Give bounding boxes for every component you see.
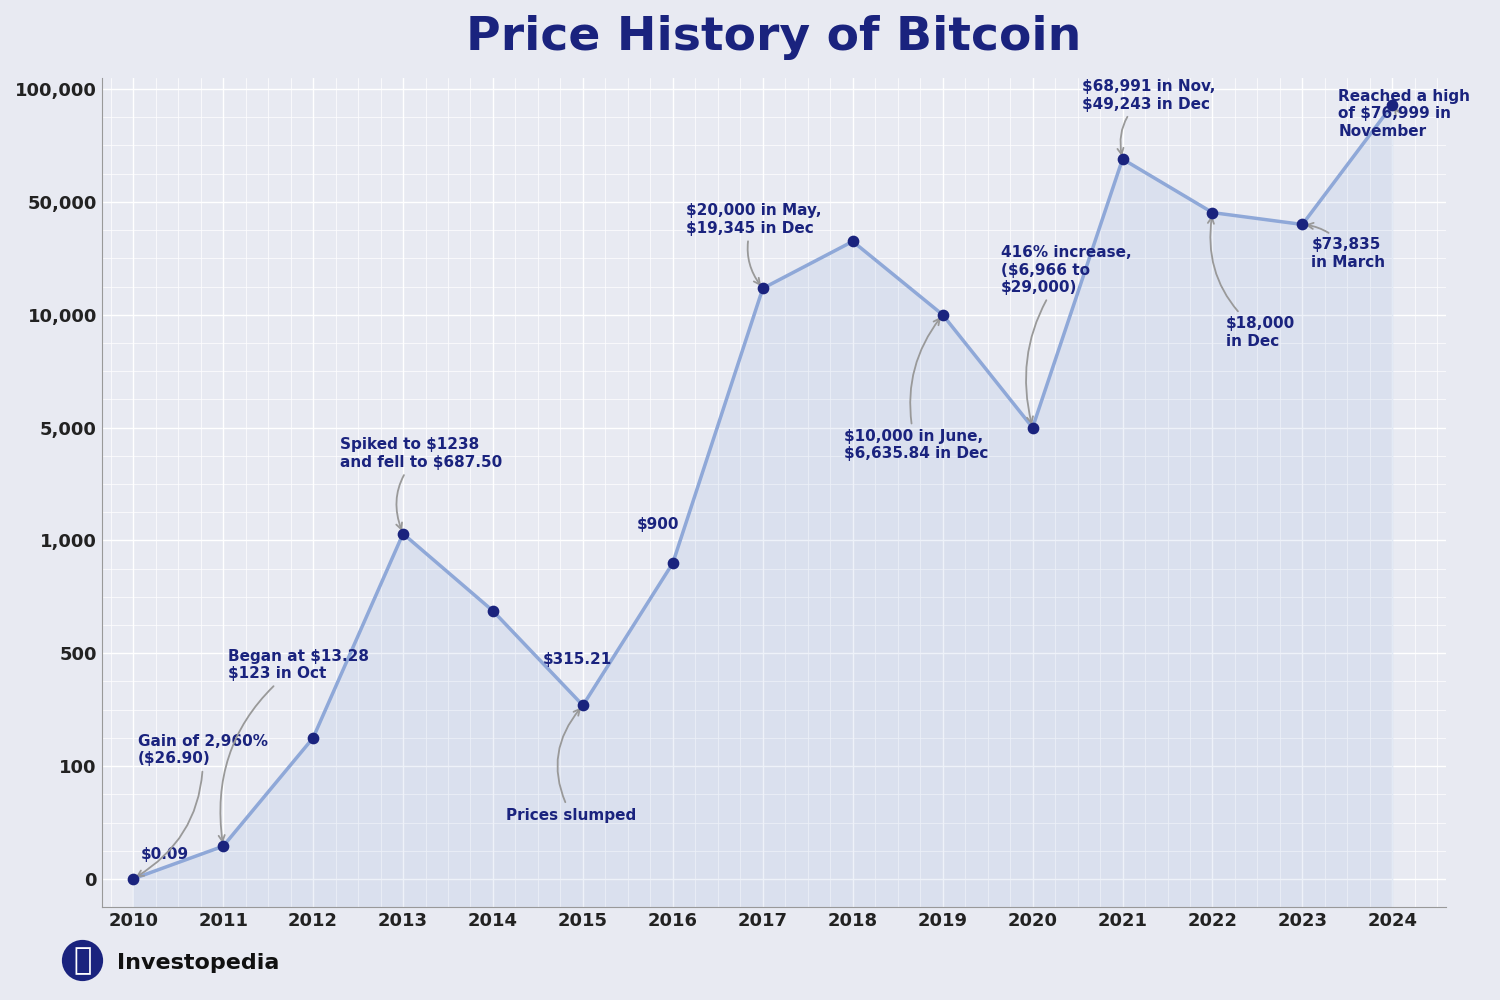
Text: Prices slumped: Prices slumped (507, 709, 636, 823)
Text: Gain of 2,960%
($26.90): Gain of 2,960% ($26.90) (138, 734, 267, 876)
Point (1110, 151, 1134, 167)
Point (1290, 216, 1314, 232)
Point (572, 697, 596, 713)
Text: $900: $900 (638, 517, 680, 532)
Text: $68,991 in Nov,
$49,243 in Dec: $68,991 in Nov, $49,243 in Dec (1082, 79, 1215, 154)
Point (1020, 420, 1044, 436)
Text: $315.21: $315.21 (543, 652, 612, 667)
Text: $73,835
in March: $73,835 in March (1306, 223, 1386, 270)
Point (752, 280, 776, 296)
Text: $10,000 in June,
$6,635.84 in Dec: $10,000 in June, $6,635.84 in Dec (843, 319, 989, 461)
Point (930, 307, 954, 323)
Point (840, 233, 864, 249)
Point (211, 838, 236, 854)
Point (1380, 97, 1404, 113)
Title: Price History of Bitcoin: Price History of Bitcoin (466, 15, 1082, 60)
Text: Spiked to $1238
and fell to $687.50: Spiked to $1238 and fell to $687.50 (340, 437, 502, 529)
Point (122, 871, 146, 887)
Text: Began at $13.28
$123 in Oct: Began at $13.28 $123 in Oct (219, 649, 369, 841)
Text: 416% increase,
($6,966 to
$29,000): 416% increase, ($6,966 to $29,000) (1000, 245, 1131, 423)
Text: $20,000 in May,
$19,345 in Dec: $20,000 in May, $19,345 in Dec (687, 203, 822, 285)
Point (392, 526, 416, 542)
Text: $18,000
in Dec: $18,000 in Dec (1208, 217, 1294, 349)
Point (302, 730, 326, 746)
Point (482, 603, 506, 619)
Point (662, 555, 686, 571)
Point (1200, 205, 1224, 221)
Text: $0.09: $0.09 (141, 847, 189, 862)
Text: Investopedia: Investopedia (117, 953, 279, 973)
Text: Reached a high
of $76,999 in
November: Reached a high of $76,999 in November (1338, 89, 1470, 139)
Text: ⓘ: ⓘ (74, 946, 92, 975)
